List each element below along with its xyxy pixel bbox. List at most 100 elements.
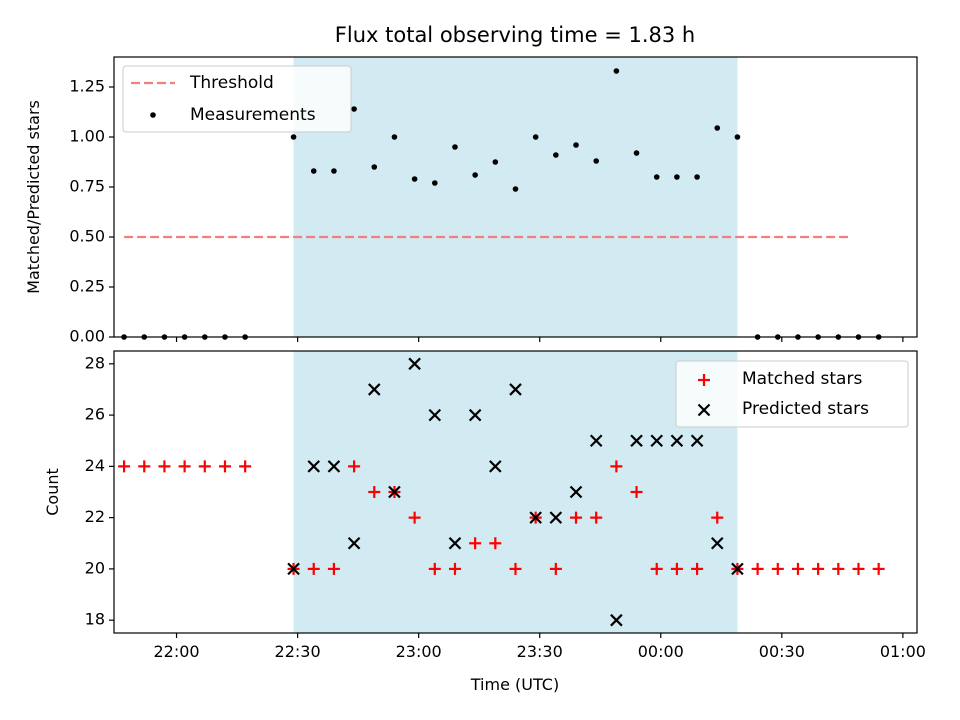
bottom-y-tick-label: 28	[85, 353, 105, 372]
measurement-point	[593, 158, 600, 164]
measurement-point	[613, 68, 620, 74]
bottom-y-tick-label: 24	[85, 456, 105, 475]
top-chart-title: Flux total observing time = 1.83 h	[335, 23, 695, 47]
measurement-point	[573, 142, 579, 148]
legend-predicted-label: Predicted stars	[742, 399, 869, 419]
predicted-star-point	[307, 460, 321, 473]
predicted-star-point-b	[710, 536, 724, 550]
matched-star-point	[509, 562, 522, 575]
top-axes-frame	[113, 56, 918, 338]
predicted-star-point-b	[287, 562, 300, 576]
top-y-tick-label: 0.00	[69, 327, 105, 346]
top-plot-area: 0.00 0.25 0.50 0.75 1.00 1.25 Threshold Measure…	[69, 56, 918, 346]
predicted-star-point-b	[327, 460, 341, 473]
bottom-x-tick-label: 00:00	[638, 642, 684, 661]
bottom-plot-area: 18 20 22 24 26 28 22:00 22:30 23:00 23:30 00:00 00:…	[85, 350, 926, 661]
top-y-axis-label: Matched/Predicted stars	[24, 100, 43, 294]
measurement-point	[472, 172, 478, 178]
predicted-star-point	[731, 562, 744, 576]
matched-star-point	[691, 562, 704, 575]
measurement-point	[411, 176, 418, 182]
measurement-point	[512, 186, 519, 192]
predicted-star-point	[327, 460, 341, 473]
matched-star-point	[307, 562, 320, 575]
predicted-star-point-b	[549, 511, 563, 524]
predicted-star-point	[468, 408, 482, 422]
matched-star-point	[138, 460, 151, 473]
matched-star-point	[158, 460, 171, 473]
measurement-point	[694, 174, 700, 180]
measurement-point	[310, 168, 317, 174]
matched-star-point	[368, 486, 381, 498]
bottom-y-tick-label: 22	[85, 507, 105, 526]
predicted-star-point-b	[610, 613, 623, 627]
predicted-star-point	[428, 408, 442, 422]
matched-star-point	[751, 562, 764, 575]
predicted-star-point	[287, 562, 300, 576]
predicted-star-point-b	[468, 408, 482, 422]
predicted-star-point-b	[347, 536, 361, 550]
predicted-star-point	[569, 485, 583, 499]
legend-measurements-swatch	[150, 112, 156, 118]
predicted-star-point	[367, 383, 381, 396]
measurement-point	[734, 134, 741, 140]
matched-star-point	[771, 562, 784, 575]
measurement-point	[431, 180, 438, 186]
measurement-point	[290, 134, 297, 140]
x-axis-label: Time (UTC)	[470, 675, 559, 694]
legend-matched-swatch	[698, 374, 710, 386]
matched-star-point	[630, 486, 643, 498]
measurement-point	[452, 144, 458, 150]
legend-measurements-label: Measurements	[190, 105, 316, 125]
bottom-legend-box	[675, 360, 909, 428]
bottom-x-tick-label: 22:00	[153, 642, 199, 661]
matched-star-point	[198, 460, 211, 473]
top-y-tick-label: 1.00	[69, 127, 105, 146]
matched-star-point	[610, 460, 623, 473]
predicted-star-point-b	[630, 434, 643, 448]
matched-star-point	[428, 562, 441, 575]
matched-star-point	[812, 562, 825, 575]
measurement-point	[553, 152, 559, 158]
measurement-point	[674, 174, 680, 180]
predicted-star-point	[690, 434, 704, 448]
matched-star-point	[872, 562, 885, 575]
predicted-star-point-b	[367, 383, 381, 396]
predicted-star-point-b	[509, 383, 522, 396]
predicted-star-point-b	[529, 511, 542, 524]
matched-star-point	[448, 562, 461, 575]
matched-star-point	[218, 460, 231, 473]
predicted-star-point-b	[731, 562, 744, 576]
bottom-x-tick-label: 22:30	[275, 642, 321, 661]
matched-star-point	[327, 562, 340, 575]
predicted-star-point	[610, 613, 623, 627]
predicted-star-point-b	[408, 357, 421, 371]
matched-star-point	[650, 562, 663, 575]
predicted-star-point-b	[307, 460, 321, 473]
matched-star-point	[670, 562, 683, 575]
measurement-point	[331, 168, 337, 174]
matched-star-point	[549, 562, 562, 575]
predicted-star-point-b	[428, 408, 442, 422]
legend-predicted-swatch	[697, 403, 711, 417]
matched-star-point	[791, 562, 804, 575]
predicted-star-point-b	[388, 485, 401, 499]
legend-threshold-label: Threshold	[189, 73, 274, 93]
predicted-star-point-b	[448, 536, 462, 550]
bottom-legend: Matched stars Predicted stars	[675, 360, 909, 428]
bottom-y-tick-label: 20	[85, 558, 105, 577]
top-y-tick-label: 0.25	[69, 277, 105, 296]
predicted-star-point	[489, 460, 502, 473]
bottom-axes-frame	[113, 350, 918, 634]
top-y-tick-label: 1.25	[69, 77, 105, 96]
bottom-y-tick-label: 18	[85, 610, 105, 629]
predicted-star-point-b	[670, 434, 684, 448]
predicted-star-point	[509, 383, 522, 396]
measurement-point	[633, 150, 640, 156]
predicted-star-point	[589, 434, 603, 448]
predicted-star-point-b	[650, 434, 664, 448]
matched-star-point	[469, 537, 482, 550]
predicted-star-point-b	[489, 460, 502, 473]
matched-star-point	[852, 562, 865, 575]
